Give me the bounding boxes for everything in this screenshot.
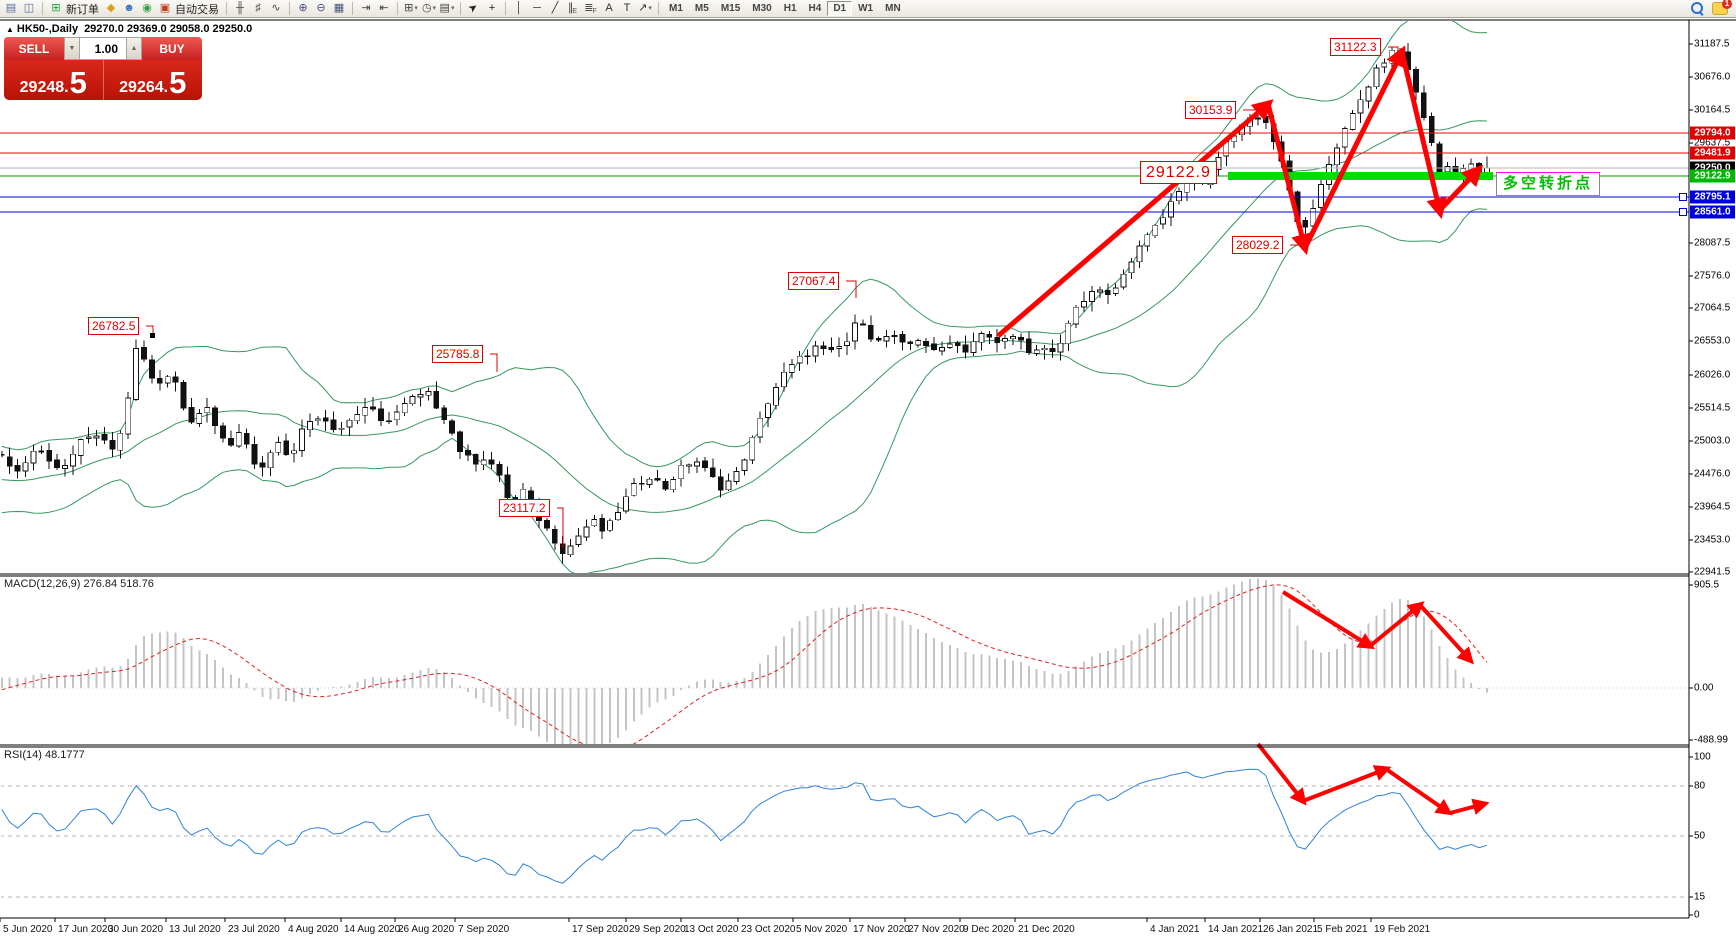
price-annotation-label[interactable]: 25785.8 [432, 345, 484, 363]
timeframe-h4[interactable]: H4 [808, 3, 822, 14]
chat-icon[interactable]: 1 [1712, 0, 1732, 15]
hline-icon[interactable]: ─ [533, 2, 541, 14]
zoom-out-icon[interactable]: ⊖ [316, 2, 326, 14]
buy-price-main: 29264. [119, 79, 169, 96]
price-annotation-label[interactable]: 28029.2 [1232, 236, 1284, 254]
toolbar-separator [460, 2, 461, 15]
timeframe-h1[interactable]: H1 [783, 3, 797, 14]
price-annotation-label[interactable]: 30153.9 [1185, 101, 1237, 119]
toolbar-separator [397, 2, 398, 15]
vline-icon[interactable]: │ [515, 2, 523, 14]
sell-button[interactable]: SELL [4, 37, 64, 60]
toolbar-separator [42, 2, 43, 15]
price-annotation-label[interactable]: 23117.2 [499, 499, 550, 517]
sell-price-main: 29248. [19, 79, 69, 96]
zoom-in-icon[interactable]: ⊕ [298, 2, 308, 14]
timeframe-d1[interactable]: D1 [827, 1, 853, 16]
timeframe-mn[interactable]: MN [885, 3, 901, 14]
price-annotation-label[interactable]: 31122.3 [1330, 38, 1381, 56]
candlestick-chart-icon[interactable]: ♯ [255, 2, 261, 14]
toolbar-separator [226, 2, 227, 15]
line-chart-icon[interactable]: ∿ [271, 2, 281, 14]
arrows-icon[interactable]: ↗ ▾ [638, 2, 652, 14]
toolbar-separator [352, 2, 353, 15]
buy-price-big-digit: 5 [169, 65, 187, 101]
autotrading-icon[interactable]: ▣ [159, 2, 171, 14]
timeframe-m5[interactable]: M5 [694, 3, 709, 14]
new-chart-icon[interactable]: ⊞ ▾ [404, 2, 418, 14]
market-watch-icon[interactable]: ▤ [5, 2, 17, 14]
data-window-icon[interactable]: ◫ [23, 2, 35, 14]
pivot-point-text-label[interactable]: 多空转折点 [1496, 172, 1601, 196]
price-annotation-label[interactable]: 27067.4 [788, 272, 840, 290]
text-label-icon[interactable]: T [623, 2, 631, 14]
price-annotation-label[interactable]: 26782.5 [88, 317, 140, 335]
crosshair-icon[interactable]: + [488, 2, 496, 14]
timeframe-m1[interactable]: M1 [669, 3, 683, 14]
volume-increase-button[interactable]: ▲ [126, 37, 142, 60]
profiles-icon[interactable]: ◷ ▾ [421, 2, 437, 14]
hline-drag-handle[interactable] [1679, 193, 1687, 201]
autotrading-label[interactable]: 自动交易 [175, 3, 219, 16]
new-order-icon[interactable]: ⊞ [51, 2, 61, 14]
signals-icon[interactable]: ◉ [142, 2, 152, 14]
tile-windows-icon[interactable]: ▦ [333, 2, 345, 14]
auto-scroll-icon[interactable]: ⇥ [361, 2, 371, 14]
fibonacci-icon[interactable]: ≣ F [584, 2, 597, 15]
volume-input[interactable]: 1.00 [80, 37, 126, 60]
cursor-icon[interactable]: ➤ [466, 0, 481, 16]
buy-button[interactable]: BUY [142, 37, 202, 60]
trendline-icon[interactable]: ╱ [551, 2, 559, 14]
price-annotation-label[interactable]: 29122.9 [1140, 161, 1217, 184]
search-icon[interactable] [1691, 2, 1704, 16]
depth-of-market-icon[interactable]: ◆ [106, 2, 116, 14]
new-order-label[interactable]: 新订单 [66, 3, 99, 16]
timeframe-w1[interactable]: W1 [858, 3, 874, 14]
equidistant-channel-icon[interactable]: ∥ E [567, 2, 578, 15]
community-icon[interactable]: ☻ [123, 2, 135, 14]
buy-price[interactable]: 29264. 5 [102, 60, 203, 101]
hline-drag-handle[interactable] [1679, 208, 1687, 216]
chart-shift-icon[interactable]: ⇤ [379, 2, 389, 14]
text-icon[interactable]: A [605, 2, 613, 14]
bar-chart-icon[interactable]: ╫ [236, 2, 244, 14]
sell-price[interactable]: 29248. 5 [4, 60, 103, 100]
volume-decrease-button[interactable]: ▼ [64, 37, 80, 60]
toolbar-separator [505, 2, 506, 15]
toolbar: ▤ ◫ ⊞ 新订单 ◆ ☻ ◉ ▣ 自动交易 ╫ ♯ ∿ ⊕ ⊖ ▦ ⇥ ⇤ ⊞ ▾ ◷ ▾ ▤ ▾ ➤ + │ ─ ╱ ∥ E ≣ F A T ↗… [0, 0, 1736, 18]
toolbar-separator [289, 2, 290, 15]
notification-badge: 1 [1722, 0, 1732, 9]
sell-price-big-digit: 5 [69, 65, 87, 101]
templates-icon[interactable]: ▤ ▾ [439, 2, 455, 14]
timeframe-m15[interactable]: M15 [720, 3, 741, 14]
timeframe-m30[interactable]: M30 [752, 3, 772, 14]
one-click-trading-panel: SELL ▼ 1.00 ▲ BUY 29248. 5 29264. 5 [4, 37, 202, 100]
